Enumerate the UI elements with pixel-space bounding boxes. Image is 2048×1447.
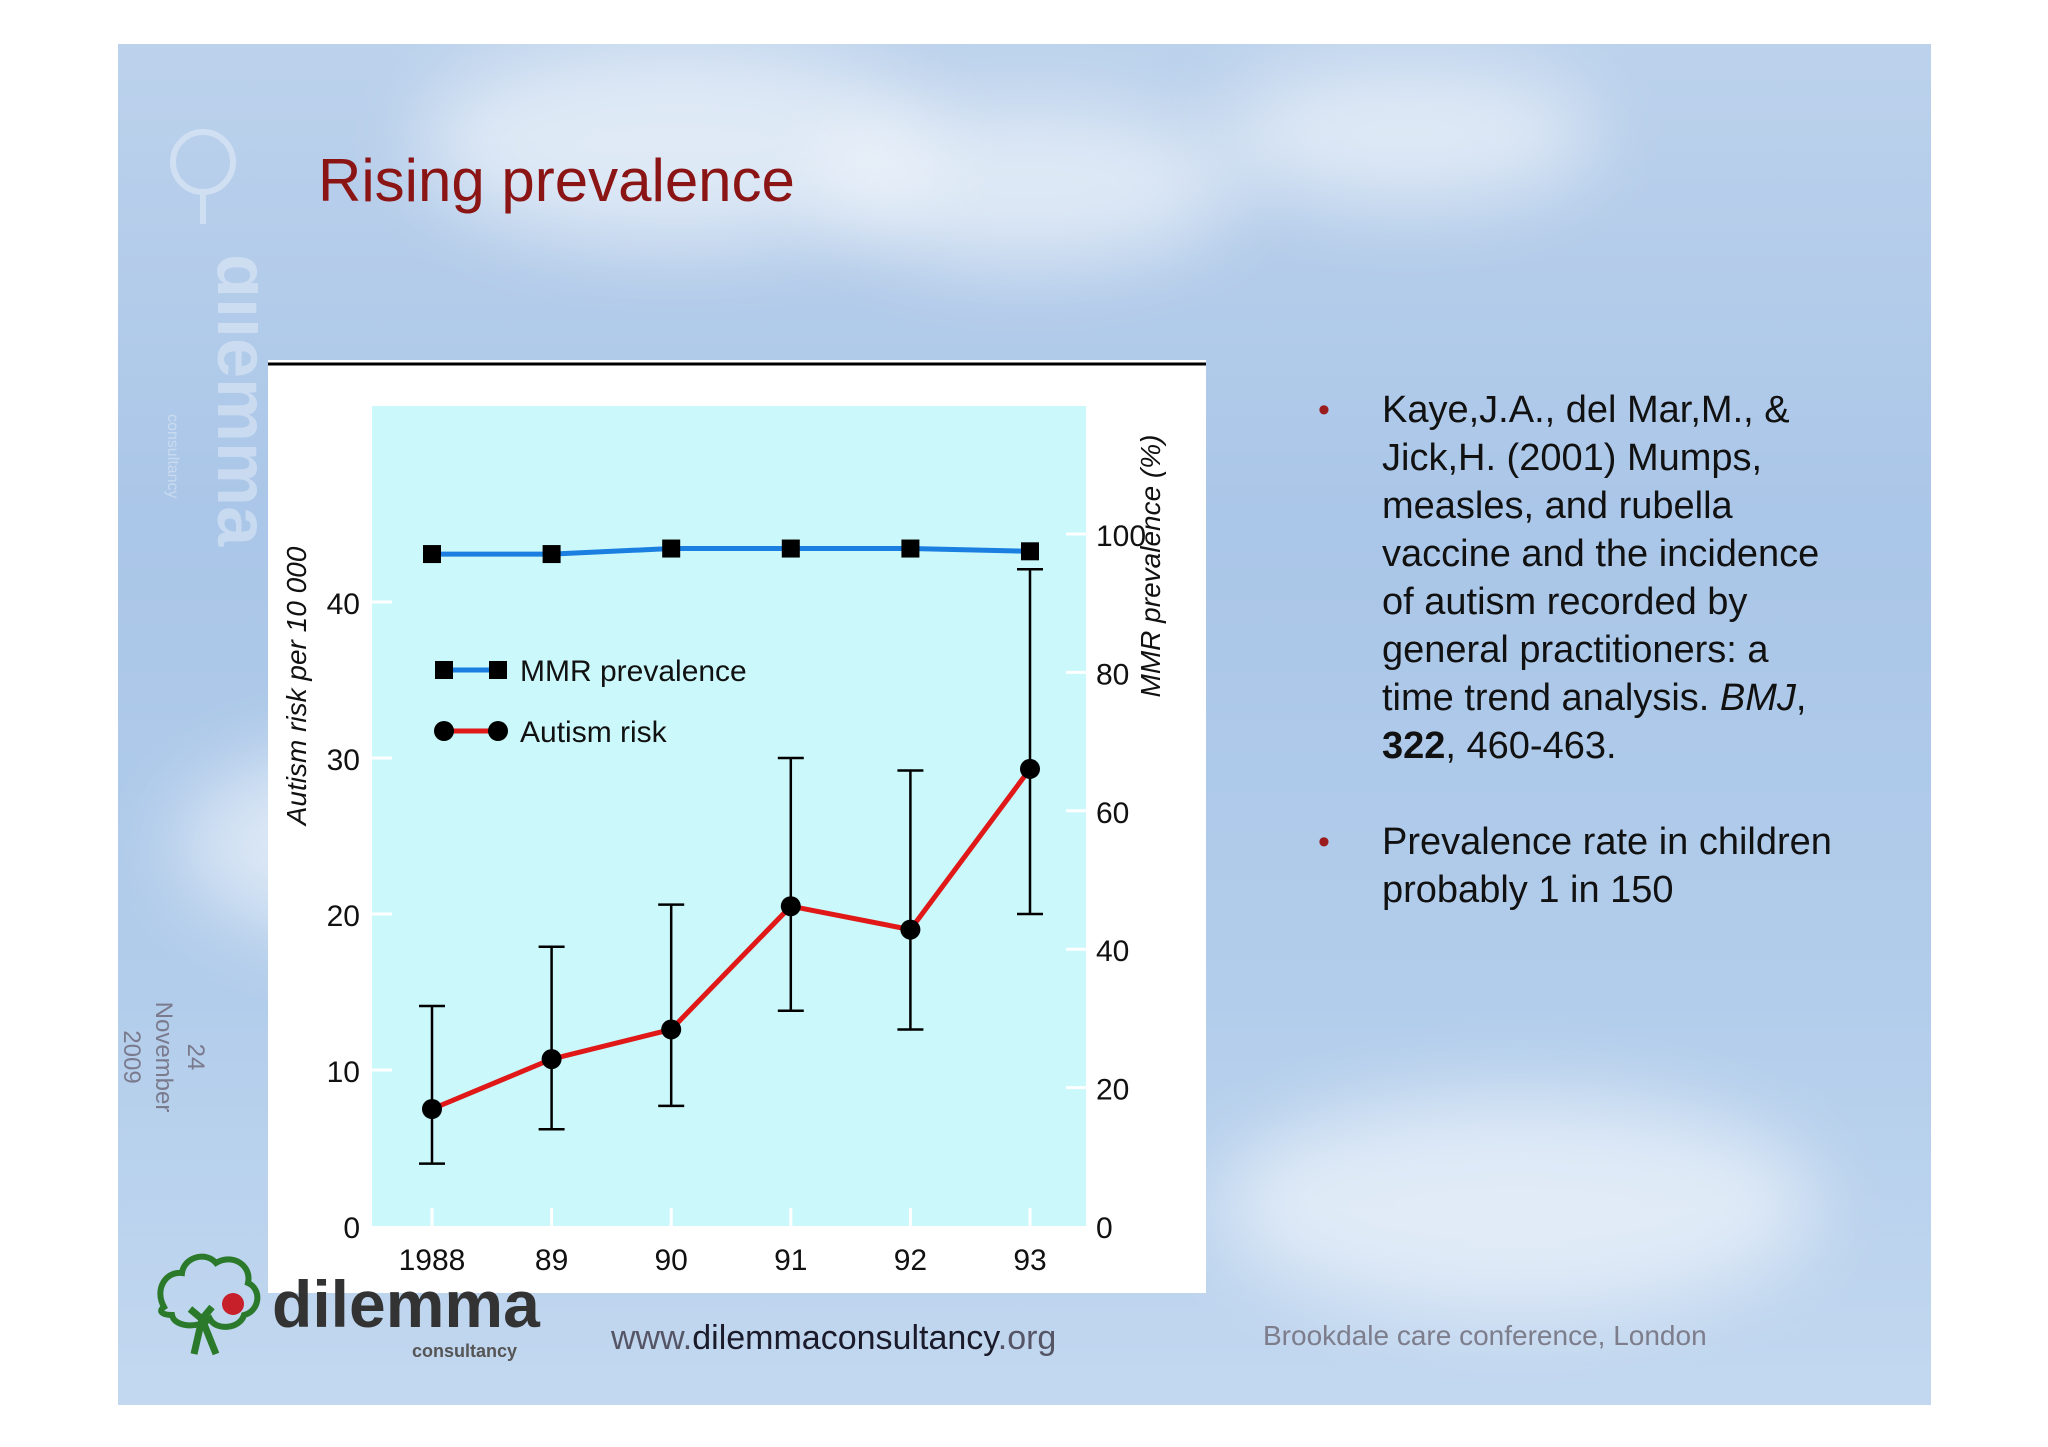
website-link[interactable]: www.dilemmaconsultancy.org <box>611 1319 1057 1357</box>
slide-date: 24 November 2009 <box>118 997 211 1117</box>
dilemma-logo: dilemma consultancy <box>157 1253 541 1361</box>
right-axis-title: MMR prevalence (%) <box>1135 435 1166 698</box>
date-year: 2009 <box>118 1030 145 1084</box>
bullet-icon: • <box>1318 823 1330 861</box>
left-axis-tick-label: 10 <box>327 1056 360 1089</box>
background-cloud <box>818 104 1238 264</box>
autism-data-point <box>422 1099 442 1119</box>
left-axis-tick-label: 30 <box>327 744 360 777</box>
tree-icon <box>157 1253 261 1356</box>
autism-series-line <box>431 767 1033 1112</box>
conference-label: Brookdale care conference, London <box>1263 1320 1707 1351</box>
legend-mmr-marker <box>435 661 453 679</box>
left-axis-tick-label: 20 <box>327 900 360 933</box>
side-logo-sub: consultancy <box>164 414 181 499</box>
autism-data-point <box>1020 758 1040 779</box>
x-axis-tick-label: 90 <box>655 1244 688 1277</box>
autism-data-point <box>541 1049 562 1070</box>
x-axis-tick-label: 92 <box>894 1244 927 1277</box>
reference-item: • Kaye,J.A., del Mar,M., & Jick,H. (2001… <box>1318 386 1838 770</box>
reference-item: • Prevalence rate in children probably 1… <box>1318 818 1838 914</box>
slide: dilemma consultancy Rising prevalence 24… <box>118 44 1931 1405</box>
left-axis-tick-label: 0 <box>343 1212 360 1245</box>
x-axis-tick-label: 91 <box>774 1244 807 1277</box>
mmr-data-point <box>901 539 920 558</box>
legend-autism-label: Autism risk <box>520 716 668 749</box>
reference-text: Kaye,J.A., del Mar,M., & Jick,H. (2001) … <box>1382 389 1820 767</box>
mmr-data-point <box>662 539 681 558</box>
left-axis-tick-label: 40 <box>327 588 360 621</box>
plot-area <box>372 406 1086 1226</box>
logo-subtext: consultancy <box>412 1341 517 1361</box>
autism-data-point <box>661 1019 682 1040</box>
legend-autism-marker <box>434 721 454 741</box>
side-watermark-logo: dilemma consultancy <box>164 129 258 547</box>
reference-text: Prevalence rate in children probably 1 i… <box>1382 821 1832 911</box>
background-cloud <box>1218 1094 1818 1314</box>
right-axis-tick-label: 80 <box>1096 658 1129 691</box>
slide-title: Rising prevalence <box>318 147 795 214</box>
mmr-data-point <box>1021 542 1039 561</box>
x-axis-tick-label: 89 <box>535 1244 568 1277</box>
mmr-data-point <box>542 545 561 564</box>
autism-data-point <box>780 896 801 917</box>
right-axis-tick-label: 0 <box>1096 1212 1113 1245</box>
x-axis-tick-label: 1988 <box>399 1244 466 1277</box>
legend-mmr-label: MMR prevalence <box>520 655 747 688</box>
x-axis-tick-label: 93 <box>1013 1244 1046 1277</box>
autism-data-point <box>900 919 921 940</box>
right-axis-tick-label: 60 <box>1096 797 1129 830</box>
chart: 0 10 20 30 40 0 20 40 60 80 100 1988 89 90 91 92 93 Autis… <box>268 362 1206 1277</box>
reference-list: • Kaye,J.A., del Mar,M., & Jick,H. (2001… <box>1318 386 1838 962</box>
legend-autism-marker <box>488 721 508 741</box>
chart-figure: 0 10 20 30 40 0 20 40 60 80 100 1988 89 90 91 92 93 Autis… <box>268 360 1206 1293</box>
logo-text: dilemma <box>272 1267 541 1341</box>
side-logo-text: dilemma <box>202 254 258 547</box>
date-day: 24 <box>182 1043 209 1071</box>
legend-mmr-marker <box>489 661 507 679</box>
right-axis-tick-label: 100 <box>1096 520 1146 553</box>
mmr-data-point <box>423 545 441 564</box>
bullet-icon: • <box>1318 391 1330 429</box>
right-axis-tick-label: 40 <box>1096 935 1129 968</box>
mmr-series-line <box>432 546 1031 557</box>
left-axis-title: Autism risk per 10 000 <box>281 546 312 827</box>
mmr-data-point <box>781 539 800 558</box>
date-month: November <box>150 1001 177 1113</box>
right-axis-tick-label: 20 <box>1096 1074 1129 1107</box>
background-cloud <box>1218 64 1598 204</box>
